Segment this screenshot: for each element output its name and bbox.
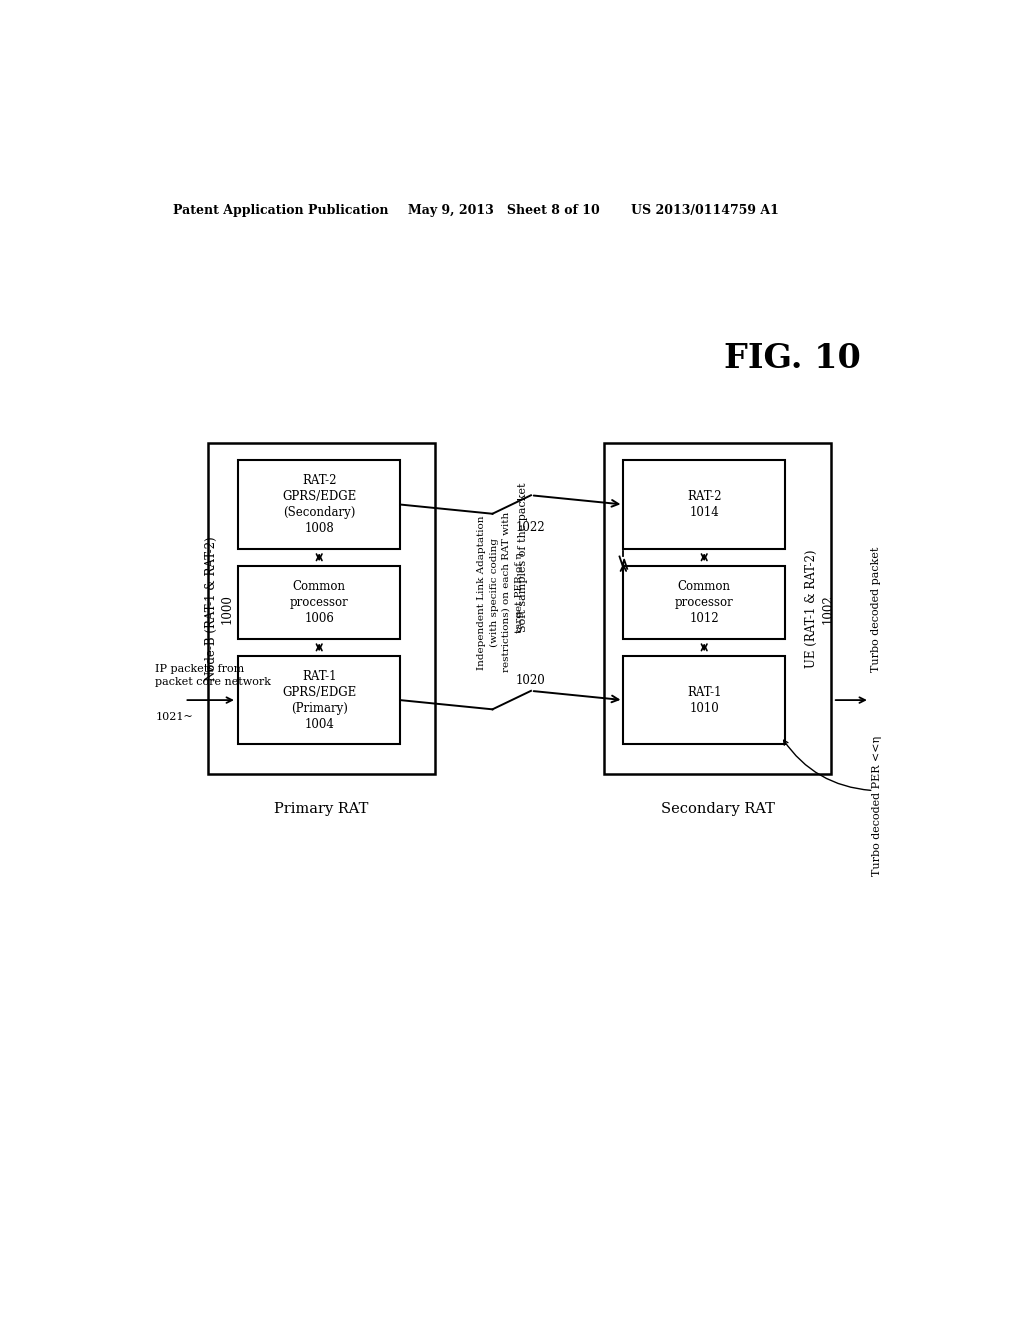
Text: Independent Link Adaptation
(with specific coding
restrictions) on each RAT with: Independent Link Adaptation (with specif… bbox=[477, 512, 523, 672]
Bar bbox=[239, 566, 400, 639]
Text: Turbo decoded packet: Turbo decoded packet bbox=[871, 546, 881, 672]
Text: Node-B (RAT-1 & RAT-2)
1000: Node-B (RAT-1 & RAT-2) 1000 bbox=[205, 536, 233, 681]
Bar bbox=[604, 444, 831, 775]
Text: RAT-2
1014: RAT-2 1014 bbox=[687, 490, 722, 519]
Text: RAT-1
GPRS/EDGE
(Primary)
1004: RAT-1 GPRS/EDGE (Primary) 1004 bbox=[282, 669, 356, 730]
Text: US 2013/0114759 A1: US 2013/0114759 A1 bbox=[631, 205, 779, 218]
Text: Common
processor
1012: Common processor 1012 bbox=[675, 579, 733, 624]
Text: Common
processor
1006: Common processor 1006 bbox=[290, 579, 348, 624]
Bar bbox=[239, 656, 400, 744]
Text: Soft samples of the packet: Soft samples of the packet bbox=[518, 483, 528, 632]
Text: Secondary RAT: Secondary RAT bbox=[660, 803, 774, 816]
Text: 1021~: 1021~ bbox=[156, 711, 193, 722]
Text: FIG. 10: FIG. 10 bbox=[724, 342, 861, 375]
Text: Turbo decoded PER <<η: Turbo decoded PER <<η bbox=[872, 735, 883, 876]
Bar bbox=[208, 444, 435, 775]
Text: RAT-1
1010: RAT-1 1010 bbox=[687, 685, 722, 714]
Text: Patent Application Publication: Patent Application Publication bbox=[173, 205, 388, 218]
Text: IP packets from
packet core network: IP packets from packet core network bbox=[156, 664, 271, 686]
Text: RAT-2
GPRS/EDGE
(Secondary)
1008: RAT-2 GPRS/EDGE (Secondary) 1008 bbox=[282, 474, 356, 535]
Text: May 9, 2013   Sheet 8 of 10: May 9, 2013 Sheet 8 of 10 bbox=[408, 205, 599, 218]
Text: UE (RAT-1 & RAT-2)
1002: UE (RAT-1 & RAT-2) 1002 bbox=[805, 549, 835, 668]
Bar bbox=[624, 566, 785, 639]
Text: 1022: 1022 bbox=[515, 521, 545, 535]
Bar bbox=[624, 461, 785, 549]
Text: 1020: 1020 bbox=[515, 675, 546, 688]
Text: Primary RAT: Primary RAT bbox=[274, 803, 369, 816]
Bar bbox=[624, 656, 785, 744]
Bar bbox=[239, 461, 400, 549]
